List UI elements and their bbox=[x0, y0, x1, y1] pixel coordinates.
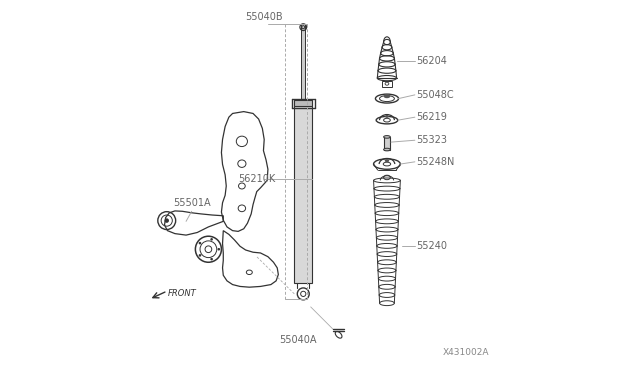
Ellipse shape bbox=[198, 242, 201, 244]
Text: 56210K: 56210K bbox=[238, 174, 275, 183]
Ellipse shape bbox=[164, 218, 169, 223]
Ellipse shape bbox=[385, 115, 389, 118]
Ellipse shape bbox=[218, 248, 220, 251]
Text: 55240: 55240 bbox=[416, 241, 447, 251]
Ellipse shape bbox=[211, 238, 213, 241]
Text: 56204: 56204 bbox=[416, 57, 447, 66]
Text: 55323: 55323 bbox=[416, 135, 447, 145]
Ellipse shape bbox=[198, 254, 201, 257]
Ellipse shape bbox=[383, 135, 390, 138]
Ellipse shape bbox=[383, 148, 390, 151]
Ellipse shape bbox=[383, 94, 390, 98]
Ellipse shape bbox=[211, 258, 213, 260]
Text: 55040A: 55040A bbox=[279, 336, 317, 345]
Bar bbox=[383, 137, 390, 150]
Bar bbox=[294, 100, 312, 283]
Text: 56219: 56219 bbox=[416, 112, 447, 122]
Text: 55248N: 55248N bbox=[416, 157, 454, 167]
Text: 55048C: 55048C bbox=[416, 90, 454, 100]
Bar bbox=[294, 100, 312, 106]
Text: 55040B: 55040B bbox=[246, 12, 284, 22]
Text: X431002A: X431002A bbox=[443, 348, 489, 357]
Ellipse shape bbox=[385, 159, 389, 162]
Text: 55501A: 55501A bbox=[173, 198, 211, 208]
Bar bbox=[301, 24, 305, 104]
Text: FRONT: FRONT bbox=[168, 289, 197, 298]
